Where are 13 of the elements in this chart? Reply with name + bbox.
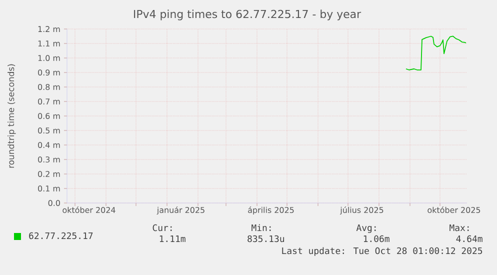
text: Last update: Tue Oct 28 01:00:12 2025 (282, 247, 482, 256)
text: Min: (252, 224, 271, 231)
text: 1.06m (364, 235, 390, 242)
line-series (406, 36, 466, 70)
text: 4.64m (456, 235, 482, 242)
text: Max: (450, 224, 469, 232)
text: Cur: (152, 224, 172, 232)
text: 835.13u (248, 235, 284, 242)
text: Avg: (356, 224, 376, 233)
legend-label: 62.77.225.17 (29, 232, 93, 240)
text: 1.11m (160, 235, 186, 242)
y-axis-title: roundtrip time (seconds) (8, 64, 16, 168)
chart-title: IPv4 ping times to 62.77.225.17 - by year (134, 10, 362, 20)
